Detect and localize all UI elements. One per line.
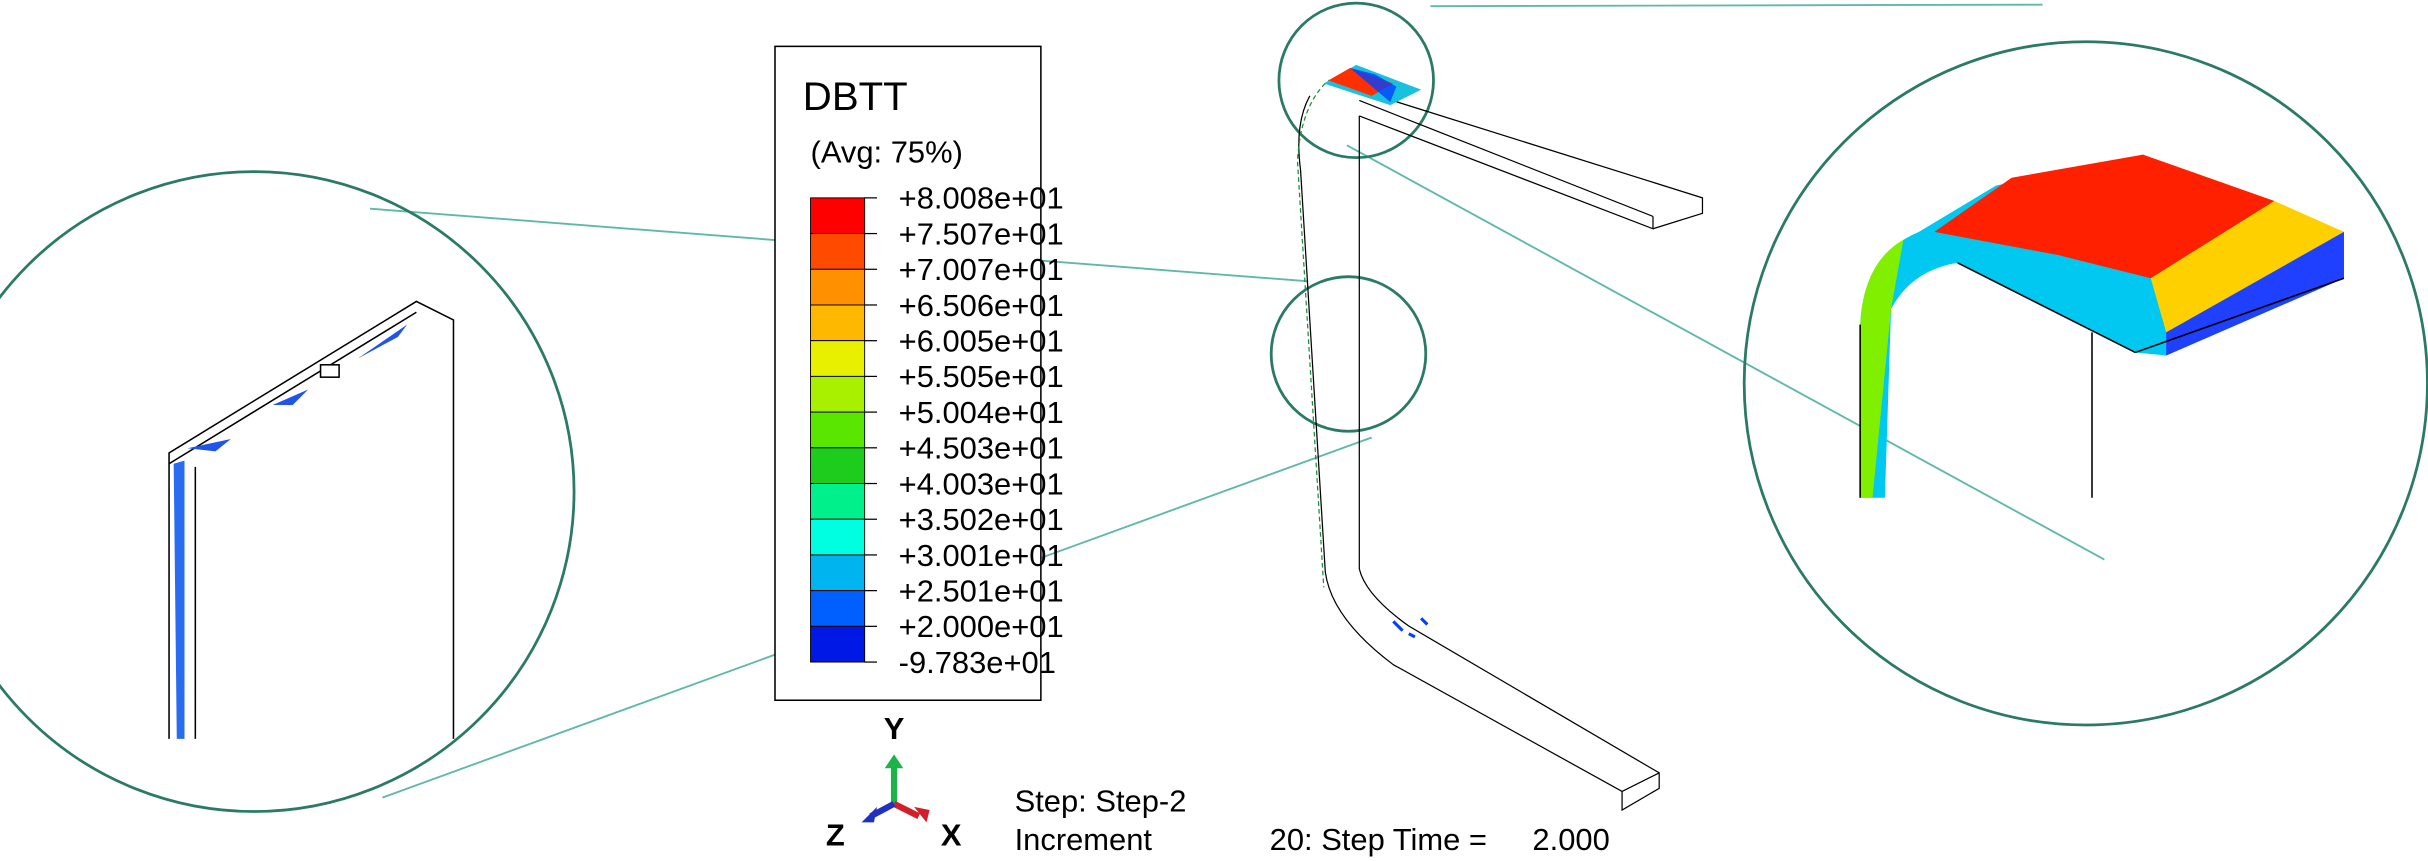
legend-swatch xyxy=(811,198,865,234)
legend-label: +5.004e+01 xyxy=(899,395,1064,430)
legend-swatch xyxy=(811,519,865,555)
main-part xyxy=(1297,65,1702,810)
step-text: Step: Step-2 xyxy=(1015,784,1187,819)
legend-label: +5.505e+01 xyxy=(899,359,1064,394)
connector-lines xyxy=(370,5,2104,798)
legend-swatch xyxy=(811,591,865,627)
legend-label: +4.503e+01 xyxy=(899,431,1064,466)
legend-label: +8.008e+01 xyxy=(899,181,1064,216)
step-time: 2.000 xyxy=(1532,822,1609,857)
zoom-circles xyxy=(0,3,2427,811)
right-zoom-part xyxy=(1860,155,2344,498)
triad: Y Z X xyxy=(826,711,962,853)
page: {"legend": {"title": "DBTT", "subtitle":… xyxy=(0,0,2428,861)
legend-swatch xyxy=(811,341,865,377)
legend-label: +2.000e+01 xyxy=(899,609,1064,644)
legend-label: +2.501e+01 xyxy=(899,573,1064,608)
triad-z: Z xyxy=(826,818,845,853)
legend-swatch xyxy=(811,626,865,662)
legend-subtitle: (Avg: 75%) xyxy=(811,134,963,169)
legend-label: +6.005e+01 xyxy=(899,324,1064,359)
legend-title: DBTT xyxy=(803,74,908,119)
legend-label: +6.506e+01 xyxy=(899,288,1064,323)
legend-swatch xyxy=(811,376,865,412)
increment-label: Increment xyxy=(1015,822,1153,857)
figure: DBTT (Avg: 75%) +8.008e+01+7.507e+01+7.007… xyxy=(0,0,2428,861)
legend-label: +7.007e+01 xyxy=(899,252,1064,287)
legend-swatch xyxy=(811,234,865,270)
legend-swatch xyxy=(811,269,865,305)
legend-label: -9.783e+01 xyxy=(899,645,1056,680)
legend-swatch xyxy=(811,448,865,484)
legend-label: +3.001e+01 xyxy=(899,538,1064,573)
legend-label: +4.003e+01 xyxy=(899,466,1064,501)
increment-text: 20: Step Time = xyxy=(1270,822,1487,857)
legend-label: +7.507e+01 xyxy=(899,216,1064,251)
triad-y: Y xyxy=(884,711,905,746)
legend-swatch xyxy=(811,555,865,591)
legend-swatch xyxy=(811,305,865,341)
legend-swatch xyxy=(811,484,865,520)
left-zoom-part xyxy=(169,301,453,738)
triad-x: X xyxy=(941,818,962,853)
legend-swatch xyxy=(811,412,865,448)
legend-label: +3.502e+01 xyxy=(899,502,1064,537)
